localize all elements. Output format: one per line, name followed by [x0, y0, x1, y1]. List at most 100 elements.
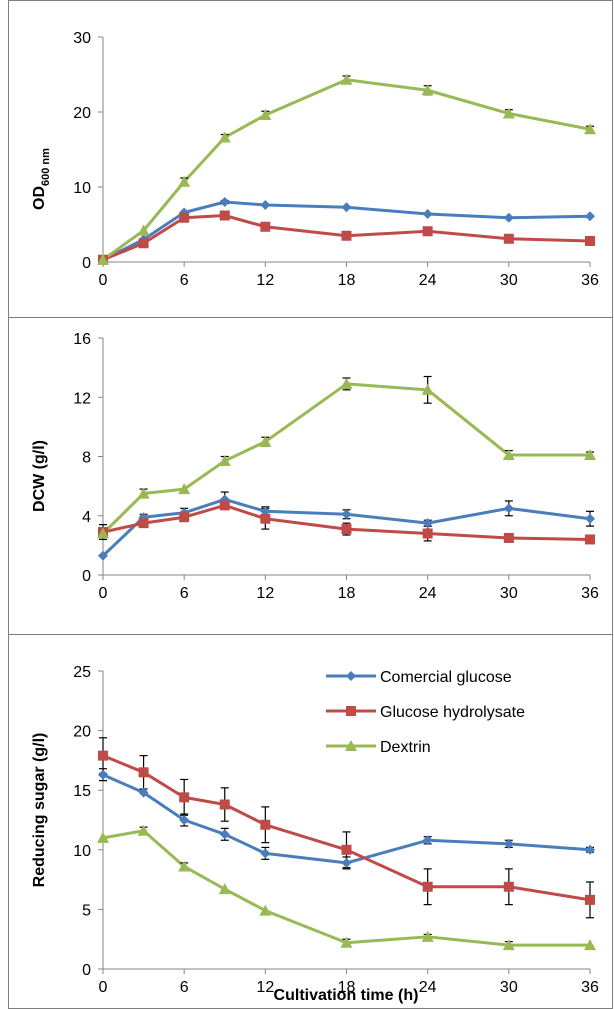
- data-point-commercial: [503, 212, 514, 223]
- data-point-commercial: [98, 550, 108, 561]
- data-point-dextrin: [421, 930, 434, 942]
- data-point-dextrin: [137, 224, 150, 236]
- x-tick-label: 24: [419, 272, 437, 289]
- x-tick-label: 24: [419, 979, 437, 996]
- data-point-dextrin: [584, 449, 596, 461]
- data-point-hydrolysate: [179, 792, 190, 803]
- data-point-dextrin: [421, 84, 434, 96]
- data-point-hydrolysate: [341, 230, 352, 241]
- y-axis-label: DCW (g/l): [31, 440, 48, 512]
- y-tick-label: 25: [73, 664, 91, 681]
- data-point-commercial: [585, 844, 595, 855]
- data-point-dextrin: [502, 939, 515, 951]
- data-point-hydrolysate: [341, 524, 352, 535]
- legend-label-hydrolysate: Glucose hydrolysate: [380, 704, 525, 721]
- data-point-dextrin: [97, 527, 109, 539]
- x-tick-label: 18: [338, 272, 356, 289]
- data-point-hydrolysate: [179, 212, 190, 223]
- y-axis-label: OD600 nm: [31, 148, 52, 210]
- data-point-dextrin: [421, 383, 434, 395]
- data-point-hydrolysate: [341, 844, 352, 855]
- series-line-hydrolysate: [102, 754, 591, 902]
- data-point-hydrolysate: [219, 210, 230, 221]
- data-point-dextrin: [502, 107, 515, 119]
- y-axis-label-main: OD600 nm: [31, 148, 52, 210]
- panel-frame-3: [8, 634, 613, 1009]
- data-point-commercial: [260, 200, 271, 210]
- data-point-commercial: [422, 835, 433, 846]
- data-point-dextrin: [502, 449, 515, 461]
- data-point-dextrin: [97, 253, 109, 265]
- data-point-commercial: [422, 518, 433, 529]
- data-point-commercial: [341, 857, 352, 868]
- panel-frame-1: [8, 0, 613, 318]
- x-tick-label: 6: [180, 979, 189, 996]
- y-tick-label: 20: [73, 105, 91, 122]
- data-point-dextrin: [584, 123, 596, 135]
- y-tick-label: 15: [73, 783, 91, 800]
- data-point-dextrin: [218, 454, 231, 466]
- x-tick-label: 36: [581, 272, 599, 289]
- legend-label-commercial: Comercial glucose: [380, 669, 512, 686]
- y-axis-label: Reducing sugar (g/l): [31, 733, 48, 888]
- reducing-sugar-panel: Reducing sugar (g/l) Cultivation time (h…: [31, 664, 599, 1004]
- data-point-hydrolysate: [422, 226, 433, 237]
- data-point-commercial: [585, 211, 595, 222]
- y-tick-label: 12: [73, 390, 91, 407]
- y-tick-label: 10: [73, 180, 91, 197]
- y-axis-label-main-text: OD: [31, 186, 48, 210]
- data-point-commercial: [179, 815, 190, 825]
- x-tick-label: 6: [180, 272, 189, 289]
- legend: Comercial glucose Glucose hydrolysate De…: [326, 669, 525, 756]
- data-point-hydrolysate: [422, 528, 433, 539]
- data-point-hydrolysate: [503, 233, 514, 244]
- data-point-commercial: [138, 787, 149, 798]
- data-point-dextrin: [584, 939, 596, 951]
- data-point-commercial: [98, 769, 108, 780]
- data-point-hydrolysate: [138, 767, 149, 778]
- y-tick-label: 30: [73, 30, 91, 47]
- data-point-hydrolysate: [179, 512, 190, 523]
- data-point-dextrin: [340, 936, 353, 948]
- data-point-commercial: [503, 838, 514, 849]
- x-tick-label: 0: [99, 585, 108, 602]
- data-point-dextrin: [259, 109, 272, 120]
- data-point-commercial: [219, 197, 230, 207]
- data-point-hydrolysate: [260, 819, 271, 830]
- x-tick-label: 36: [581, 979, 599, 996]
- data-point-dextrin: [340, 377, 353, 389]
- data-point-dextrin: [259, 435, 272, 447]
- y-tick-label: 4: [82, 509, 91, 526]
- data-point-hydrolysate: [422, 881, 433, 892]
- x-tick-label: 12: [256, 979, 274, 996]
- x-tick-label: 30: [500, 272, 518, 289]
- data-point-dextrin: [218, 131, 231, 143]
- x-tick-label: 12: [256, 585, 274, 602]
- y-tick-label: 0: [82, 568, 91, 585]
- data-point-commercial: [341, 202, 352, 213]
- x-tick-label: 18: [338, 585, 356, 602]
- y-tick-label: 0: [82, 255, 91, 272]
- data-point-dextrin: [178, 175, 191, 187]
- data-point-dextrin: [137, 824, 150, 836]
- data-point-hydrolysate: [260, 221, 271, 232]
- data-point-dextrin: [340, 73, 353, 85]
- y-axis-label-subscript: 600 nm: [40, 148, 52, 186]
- x-tick-label: 12: [256, 272, 274, 289]
- y-tick-label: 20: [73, 724, 91, 741]
- data-point-hydrolysate: [503, 532, 514, 543]
- x-tick-label: 0: [99, 272, 108, 289]
- data-point-commercial: [341, 509, 352, 520]
- data-point-dextrin: [178, 860, 191, 872]
- legend-label-dextrin: Dextrin: [380, 739, 431, 756]
- data-point-dextrin: [218, 883, 231, 895]
- data-point-commercial: [260, 506, 271, 517]
- data-point-commercial: [422, 209, 433, 219]
- data-point-hydrolysate: [585, 236, 595, 246]
- data-point-hydrolysate: [219, 500, 230, 511]
- y-tick-label: 5: [82, 902, 91, 919]
- data-point-commercial: [585, 513, 595, 524]
- data-point-hydrolysate: [138, 238, 149, 249]
- x-tick-label: 36: [581, 585, 599, 602]
